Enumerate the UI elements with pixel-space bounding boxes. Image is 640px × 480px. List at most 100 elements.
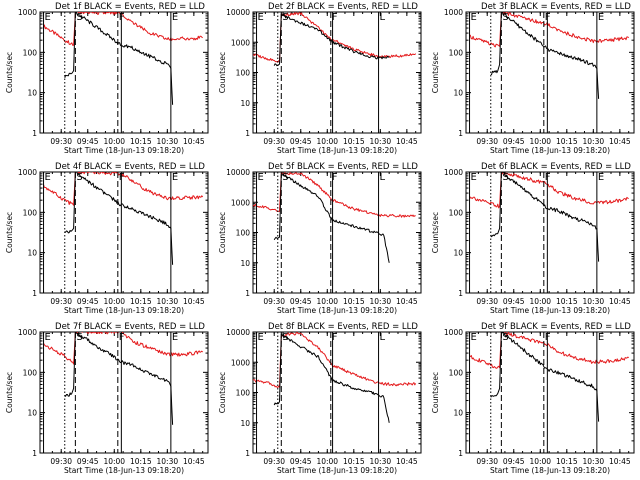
x-tick-label: 10:30 bbox=[370, 297, 392, 306]
y-tick-label: 10 bbox=[453, 249, 463, 258]
y-axis-label: Counts/sec bbox=[5, 52, 14, 93]
x-tick-label: 10:45 bbox=[183, 297, 205, 306]
x-axis-label: Start Time (18-Jun-13 09:18:20) bbox=[277, 306, 397, 315]
data-area bbox=[253, 12, 417, 67]
y-tick-label: 1 bbox=[458, 129, 463, 138]
series-black-events bbox=[273, 333, 390, 423]
y-tick-label: 1 bbox=[245, 289, 250, 298]
y-tick-label: 10000 bbox=[226, 8, 250, 17]
x-tick-label: 09:30 bbox=[263, 457, 285, 466]
marker-label: S bbox=[502, 332, 508, 343]
x-tick-label: 10:15 bbox=[343, 137, 365, 146]
data-area bbox=[253, 332, 417, 423]
series-black-events bbox=[273, 173, 390, 263]
panel-7: Det 7f BLACK = Events, RED = LLD 1 10 100 10… bbox=[5, 322, 209, 475]
plot-frame bbox=[465, 11, 635, 134]
y-tick-label: 1 bbox=[32, 129, 37, 138]
series-red-lld bbox=[469, 172, 629, 209]
marker-label: E bbox=[598, 172, 604, 183]
x-tick-label: 09:45 bbox=[503, 457, 525, 466]
y-tick-label: 1000 bbox=[231, 38, 250, 47]
y-tick-label: 1 bbox=[32, 289, 37, 298]
marker-label: E bbox=[598, 12, 604, 23]
y-axis-label: Counts/sec bbox=[431, 372, 440, 413]
x-axis-label: Start Time (18-Jun-13 09:18:20) bbox=[64, 466, 184, 475]
y-tick-label: 1000 bbox=[18, 328, 37, 337]
marker-label: S bbox=[76, 172, 82, 183]
y-tick-label: 100 bbox=[449, 48, 464, 57]
y-axis-label: Counts/sec bbox=[218, 372, 227, 413]
y-axis-label: Counts/sec bbox=[5, 212, 14, 253]
data-area bbox=[469, 332, 629, 422]
y-tick-label: 10 bbox=[27, 89, 37, 98]
series-black-events bbox=[490, 332, 600, 422]
series-black-events bbox=[273, 13, 390, 67]
y-tick-label: 10 bbox=[453, 89, 463, 98]
marker-label: E bbox=[45, 332, 51, 343]
x-tick-label: 10:15 bbox=[130, 137, 152, 146]
y-tick-label: 10 bbox=[27, 249, 37, 258]
x-tick-label: 09:30 bbox=[476, 457, 498, 466]
x-tick-label: 09:30 bbox=[476, 297, 498, 306]
x-tick-label: 10:45 bbox=[396, 297, 418, 306]
marker-label: L bbox=[380, 332, 386, 343]
chart-title: Det 7f BLACK = Events, RED = LLD bbox=[55, 322, 205, 332]
marker-label: E bbox=[471, 12, 477, 23]
y-tick-label: 1 bbox=[32, 449, 37, 458]
marker-label: E bbox=[45, 172, 51, 183]
series-red-lld bbox=[43, 12, 203, 46]
marker-label: E bbox=[45, 12, 51, 23]
series-red-lld bbox=[43, 332, 204, 365]
x-tick-label: 10:45 bbox=[609, 457, 631, 466]
panel-1: Det 1f BLACK = Events, RED = LLD 1 10 100 10… bbox=[5, 2, 209, 155]
chart-title: Det 8f BLACK = Events, RED = LLD bbox=[268, 322, 418, 332]
x-tick-label: 10:30 bbox=[583, 137, 605, 146]
x-tick-label: 10:15 bbox=[130, 297, 152, 306]
x-tick-label: 10:00 bbox=[103, 137, 125, 146]
plot-frame bbox=[39, 331, 209, 454]
x-tick-label: 10:30 bbox=[370, 137, 392, 146]
panel-9: Det 9f BLACK = Events, RED = LLD 1 10 100 10… bbox=[431, 322, 635, 475]
panel-8: Det 8f BLACK = Events, RED = LLD 1 10 100 10… bbox=[218, 322, 422, 475]
x-tick-label: 09:45 bbox=[290, 297, 312, 306]
x-tick-label: 09:30 bbox=[50, 137, 72, 146]
x-tick-label: 10:15 bbox=[130, 457, 152, 466]
marker-label: E bbox=[172, 332, 178, 343]
marker-label: L bbox=[380, 172, 386, 183]
data-area bbox=[469, 12, 630, 99]
x-tick-label: 09:30 bbox=[476, 137, 498, 146]
y-tick-label: 1000 bbox=[444, 328, 463, 337]
x-axis-label: Start Time (18-Jun-13 09:18:20) bbox=[277, 146, 397, 155]
x-axis-label: Start Time (18-Jun-13 09:18:20) bbox=[277, 466, 397, 475]
panel-4: Det 4f BLACK = Events, RED = LLD 1 10 100 10… bbox=[5, 162, 209, 315]
x-tick-label: 09:30 bbox=[263, 297, 285, 306]
data-area bbox=[43, 12, 203, 105]
plot-frame bbox=[39, 11, 209, 134]
x-tick-label: 10:45 bbox=[396, 137, 418, 146]
marker-label: S bbox=[282, 332, 288, 343]
series-red-lld bbox=[43, 172, 204, 206]
x-tick-label: 09:30 bbox=[50, 457, 72, 466]
x-tick-label: 10:30 bbox=[157, 457, 179, 466]
marker-label: S bbox=[502, 172, 508, 183]
marker-label: E bbox=[471, 332, 477, 343]
x-axis-label: Start Time (18-Jun-13 09:18:20) bbox=[490, 306, 610, 315]
x-tick-label: 10:15 bbox=[556, 457, 578, 466]
x-axis-label: Start Time (18-Jun-13 09:18:20) bbox=[490, 466, 610, 475]
marker-label: E bbox=[258, 332, 264, 343]
y-tick-label: 1 bbox=[458, 289, 463, 298]
x-tick-label: 10:15 bbox=[556, 297, 578, 306]
x-axis-label: Start Time (18-Jun-13 09:18:20) bbox=[490, 146, 610, 155]
data-area bbox=[43, 172, 204, 265]
chart-title: Det 9f BLACK = Events, RED = LLD bbox=[481, 322, 631, 332]
series-black-events bbox=[64, 172, 174, 265]
marker-label: E bbox=[172, 172, 178, 183]
y-tick-label: 100 bbox=[23, 368, 38, 377]
y-tick-label: 100 bbox=[23, 48, 38, 57]
x-tick-label: 10:00 bbox=[103, 297, 125, 306]
series-black-events bbox=[490, 172, 600, 262]
x-tick-label: 10:30 bbox=[157, 297, 179, 306]
marker-label: E bbox=[598, 332, 604, 343]
y-axis-label: Counts/sec bbox=[218, 212, 227, 253]
chart-title: Det 2f BLACK = Events, RED = LLD bbox=[268, 2, 418, 12]
